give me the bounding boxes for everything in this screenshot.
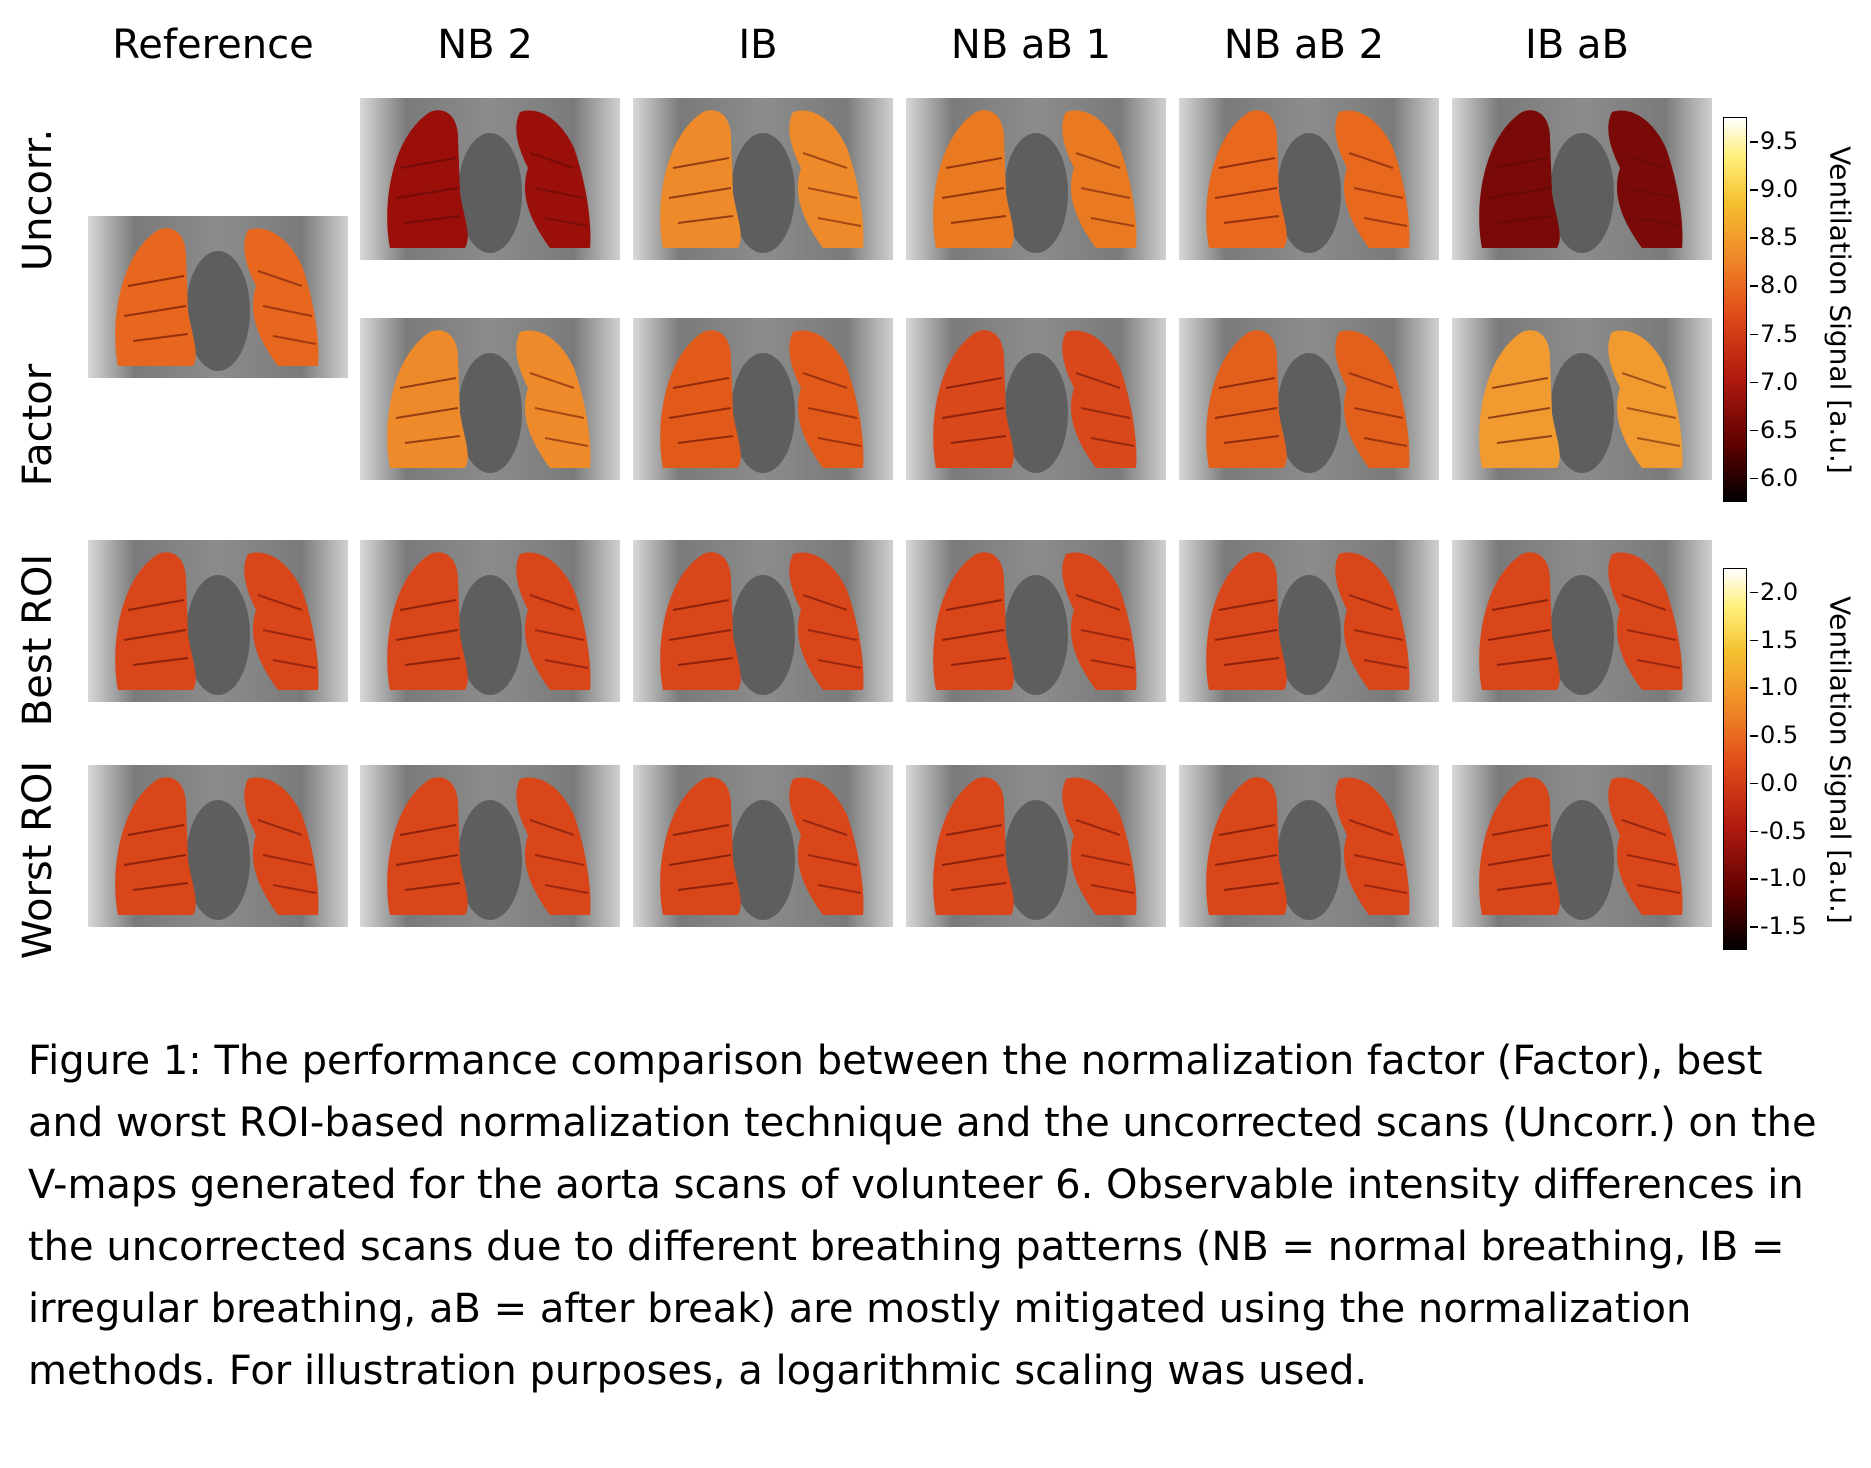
column-header-reference: Reference (112, 22, 314, 68)
figure-caption: Figure 1: The performance comparison bet… (28, 1038, 1817, 1394)
vmap-row4-col6-svg (1452, 765, 1712, 927)
vmap-row3-col5 (1179, 540, 1439, 702)
vmap-row1-col6 (1452, 98, 1712, 260)
vmap-row1-col3-svg (633, 98, 893, 260)
vmap-row4-col1 (88, 765, 348, 927)
vmap-row1-col2 (360, 98, 620, 260)
vmap-row1-col5-svg (1179, 98, 1439, 260)
vmap-row2-col5-svg (1179, 318, 1439, 480)
vmap-row3-col2 (360, 540, 620, 702)
vmap-row3-col4 (906, 540, 1166, 702)
vmap-row4-col4 (906, 765, 1166, 927)
colorbar-2-tick: -0.5 (1750, 816, 1807, 845)
vmap-row3-col2-svg (360, 540, 620, 702)
vmap-row4-col1-svg (88, 765, 348, 927)
colorbar-1-tick: 9.5 (1749, 127, 1799, 156)
vmap-row1-col4-svg (906, 98, 1166, 260)
colorbar-1-tick: 8.5 (1749, 223, 1799, 252)
vmap-row4-col4-svg (906, 765, 1166, 927)
row-header-uncorr: Uncorr. (15, 128, 61, 272)
row-header-worst-roi: Worst ROI (15, 760, 61, 960)
vmap-row4-col5-svg (1179, 765, 1439, 927)
vmap-row1-col5 (1179, 98, 1439, 260)
vmap-row2-col3-svg (633, 318, 893, 480)
colorbar-1-tick: 7.0 (1749, 367, 1799, 396)
column-header-nb-ab2: NB aB 2 (1223, 22, 1385, 68)
vmap-reference-upper (88, 216, 348, 378)
vmap-row2-col6-svg (1452, 318, 1712, 480)
colorbar-1-tick: 6.5 (1749, 415, 1799, 444)
colorbar-2-tick: 2.0 (1749, 577, 1799, 606)
vmap-row3-col5-svg (1179, 540, 1439, 702)
colorbar-1-tick: 9.0 (1749, 175, 1799, 204)
colorbar-2 (1723, 568, 1747, 950)
colorbar-2-tick: 1.5 (1749, 625, 1799, 654)
colorbar-2-tick: 0.5 (1749, 721, 1799, 750)
vmap-row1-col6-svg (1452, 98, 1712, 260)
vmap-row3-col3-svg (633, 540, 893, 702)
vmap-row2-col3 (633, 318, 893, 480)
colorbar-2-tick: 1.0 (1749, 673, 1799, 702)
vmap-row3-col1-svg (88, 540, 348, 702)
column-header-ib: IB (738, 22, 778, 68)
colorbar-2-label: Ventilation Signal [a.u.] (1823, 596, 1857, 924)
colorbar-1-label: Ventilation Signal [a.u.] (1823, 146, 1857, 474)
vmap-row3-col6 (1452, 540, 1712, 702)
vmap-row4-col3-svg (633, 765, 893, 927)
vmap-row2-col4 (906, 318, 1166, 480)
vmap-row4-col2 (360, 765, 620, 927)
column-header-nb2: NB 2 (437, 22, 533, 68)
vmap-row2-col5 (1179, 318, 1439, 480)
vmap-row2-col2-svg (360, 318, 620, 480)
colorbar-1 (1723, 117, 1747, 502)
vmap-row3-col3 (633, 540, 893, 702)
row-header-factor: Factor (15, 363, 61, 487)
colorbar-2-tick: 0.0 (1749, 768, 1799, 797)
vmap-row4-col5 (1179, 765, 1439, 927)
vmap-row4-col3 (633, 765, 893, 927)
colorbar-1-tick: 6.0 (1749, 463, 1799, 492)
vmap-row1-col3 (633, 98, 893, 260)
vmap-row3-col1 (88, 540, 348, 702)
column-header-ib-ab: IB aB (1525, 22, 1629, 68)
vmap-row1-col4 (906, 98, 1166, 260)
vmap-row2-col6 (1452, 318, 1712, 480)
colorbar-2-tick: -1.0 (1750, 864, 1807, 893)
colorbar-1-tick: 8.0 (1749, 271, 1799, 300)
vmap-row3-col6-svg (1452, 540, 1712, 702)
vmap-row1-col2-svg (360, 98, 620, 260)
vmap-reference-upper-svg (88, 216, 348, 378)
column-header-nb-ab1: NB aB 1 (950, 22, 1112, 68)
vmap-row2-col2 (360, 318, 620, 480)
vmap-row4-col2-svg (360, 765, 620, 927)
vmap-row4-col6 (1452, 765, 1712, 927)
vmap-row3-col4-svg (906, 540, 1166, 702)
colorbar-1-tick: 7.5 (1749, 319, 1799, 348)
vmap-row2-col4-svg (906, 318, 1166, 480)
row-header-best-roi: Best ROI (15, 553, 61, 727)
colorbar-2-tick: -1.5 (1750, 912, 1807, 941)
